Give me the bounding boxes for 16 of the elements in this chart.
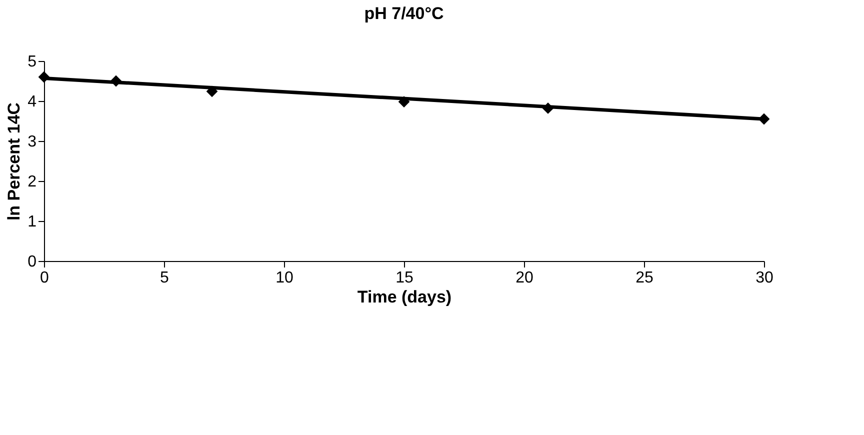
x-axis-title: Time (days) xyxy=(357,288,452,306)
x-tick-label: 25 xyxy=(636,270,654,286)
x-tick-label: 10 xyxy=(276,270,294,286)
y-tick-label: 0 xyxy=(28,254,37,270)
x-tick-label: 20 xyxy=(516,270,534,286)
x-tick-label: 15 xyxy=(396,270,414,286)
y-tick-label: 5 xyxy=(28,54,37,70)
y-tick-label: 3 xyxy=(28,134,37,150)
y-tick-label: 4 xyxy=(28,94,37,110)
x-tick-label: 0 xyxy=(40,270,50,286)
x-tick-label: 30 xyxy=(756,270,774,286)
chart-title: pH 7/40°C xyxy=(364,4,444,23)
y-tick-label: 1 xyxy=(28,214,37,230)
x-tick-label: 5 xyxy=(160,270,170,286)
y-tick-label: 2 xyxy=(28,174,37,190)
y-axis-title: ln Percent 14C xyxy=(4,102,24,221)
